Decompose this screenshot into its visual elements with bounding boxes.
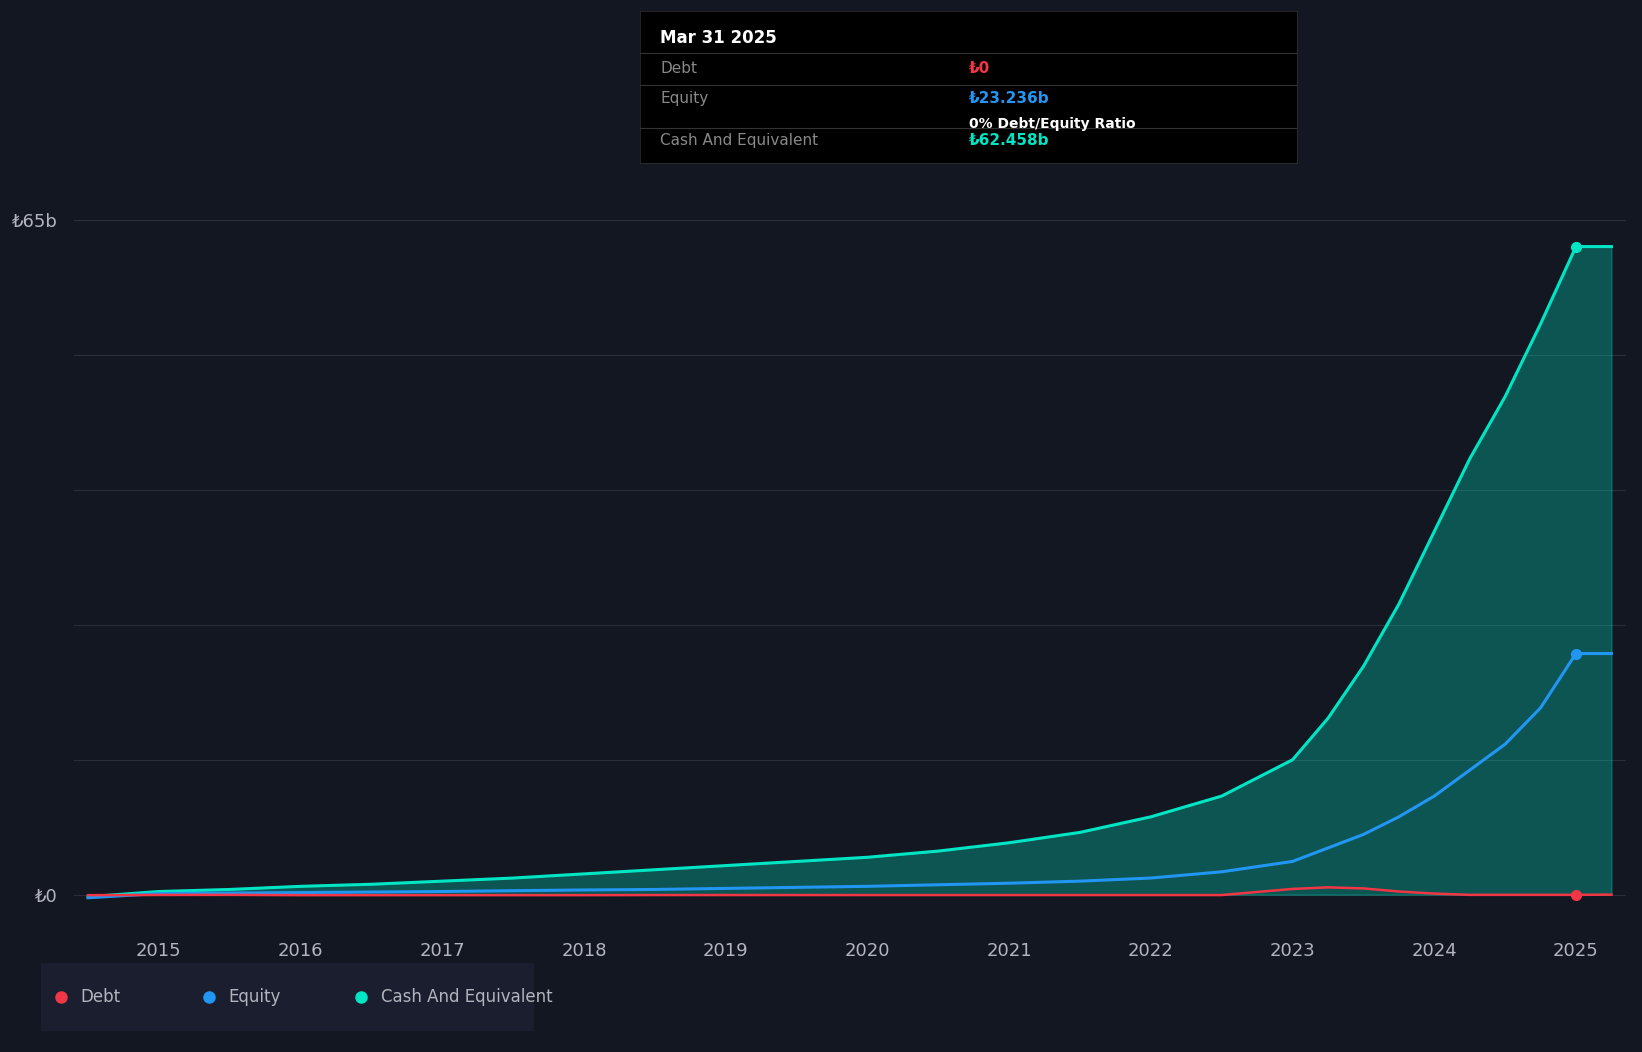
Text: ₺62.458b: ₺62.458b: [969, 133, 1049, 147]
Text: 0% Debt/Equity Ratio: 0% Debt/Equity Ratio: [969, 118, 1135, 132]
Text: Debt: Debt: [660, 61, 698, 76]
Text: Equity: Equity: [660, 92, 708, 106]
Text: Mar 31 2025: Mar 31 2025: [660, 28, 777, 47]
Text: ₺0: ₺0: [969, 61, 990, 76]
Text: Cash And Equivalent: Cash And Equivalent: [660, 133, 818, 147]
Text: Debt: Debt: [80, 988, 120, 1006]
Text: Equity: Equity: [228, 988, 281, 1006]
Text: ₺23.236b: ₺23.236b: [969, 92, 1049, 106]
Text: Cash And Equivalent: Cash And Equivalent: [381, 988, 553, 1006]
